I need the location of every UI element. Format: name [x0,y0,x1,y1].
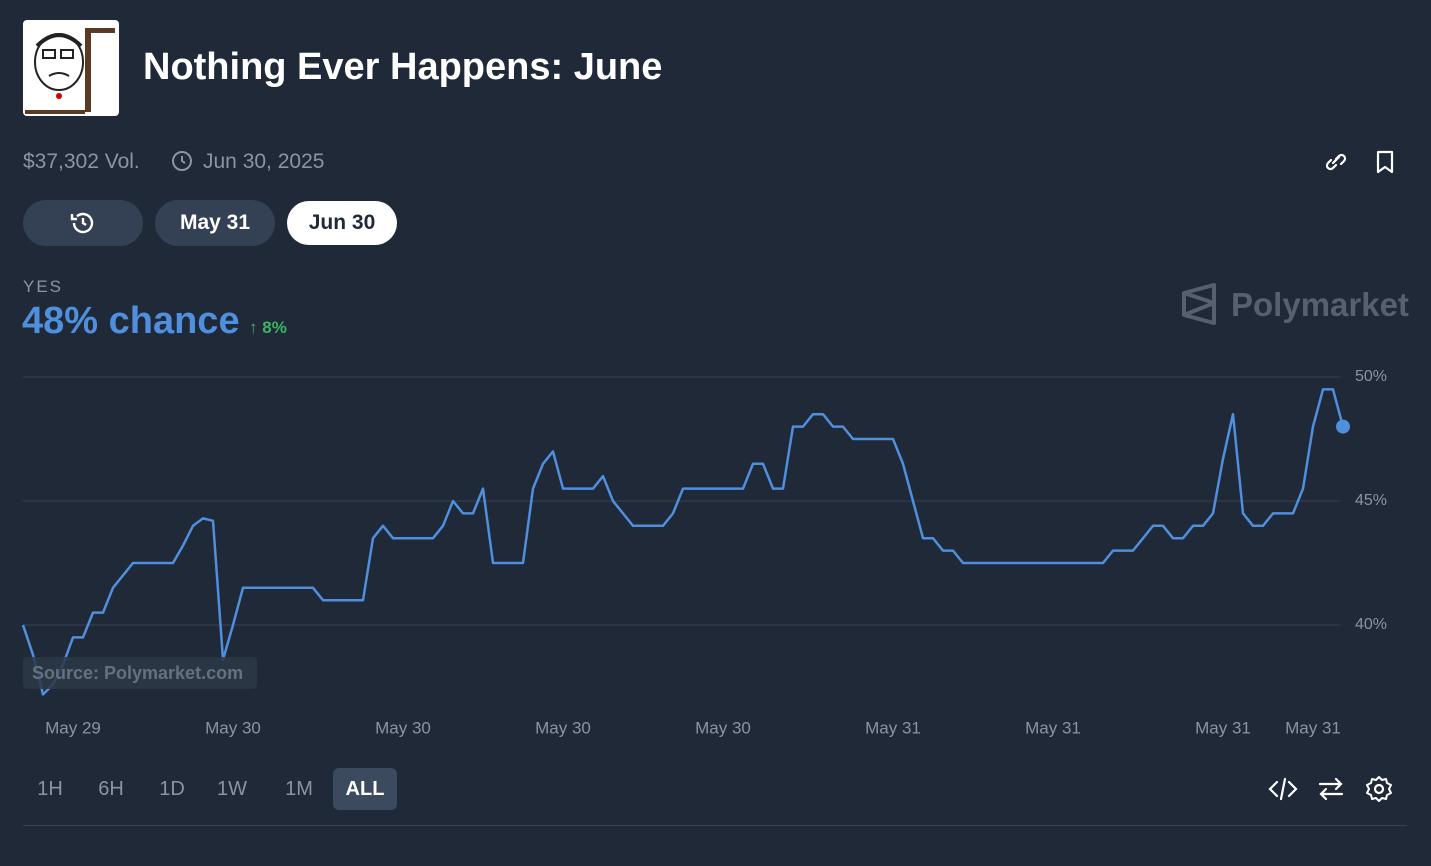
market-image [23,20,119,116]
range-button[interactable]: 1D [159,777,185,800]
range-button[interactable]: 1M [285,777,313,800]
clock-icon [172,151,192,171]
market-title: Nothing Ever Happens: June [143,46,663,88]
embed-button[interactable] [1268,775,1298,803]
range-button[interactable]: 1W [217,777,247,800]
y-tick-label: 45% [1355,492,1387,509]
bookmark-button[interactable] [1373,149,1397,175]
x-tick-label: May 30 [535,718,591,737]
x-tick-label: May 30 [205,718,261,737]
y-tick-label: 40% [1355,616,1387,633]
end-date: Jun 30, 2025 [203,150,325,173]
x-tick-label: May 30 [375,718,431,737]
x-tick-label: May 31 [865,718,921,737]
divider [23,825,1407,826]
date-tab[interactable]: Jun 30 [287,201,397,245]
source-label: Source: Polymarket.com [32,663,243,683]
y-tick-label: 50% [1355,368,1387,385]
range-button[interactable]: 6H [98,777,124,800]
change: ↑ 8% [249,318,287,337]
link-button[interactable] [1323,149,1349,175]
volume: $37,302 Vol. [23,150,140,173]
brand-name: Polymarket [1231,286,1409,323]
last-point [1336,419,1350,434]
range-button[interactable]: 1H [37,777,63,800]
chance: 48% chance [22,300,240,342]
range-button[interactable]: ALL [333,768,397,810]
x-tick-label: May 31 [1025,718,1081,737]
date-tab[interactable]: May 31 [155,200,275,246]
x-tick-label: May 31 [1195,718,1251,737]
history-tab[interactable] [23,200,143,246]
change-value: 8% [262,318,287,337]
x-tick-label: May 31 [1285,718,1341,737]
brand-logo [1182,283,1216,325]
x-tick-label: May 30 [695,718,751,737]
swap-button[interactable] [1317,775,1345,803]
outcome-label: YES [23,277,64,296]
x-tick-label: May 29 [45,718,101,737]
source-box [23,657,257,689]
settings-button[interactable] [1365,775,1393,803]
price-line [21,388,1345,696]
